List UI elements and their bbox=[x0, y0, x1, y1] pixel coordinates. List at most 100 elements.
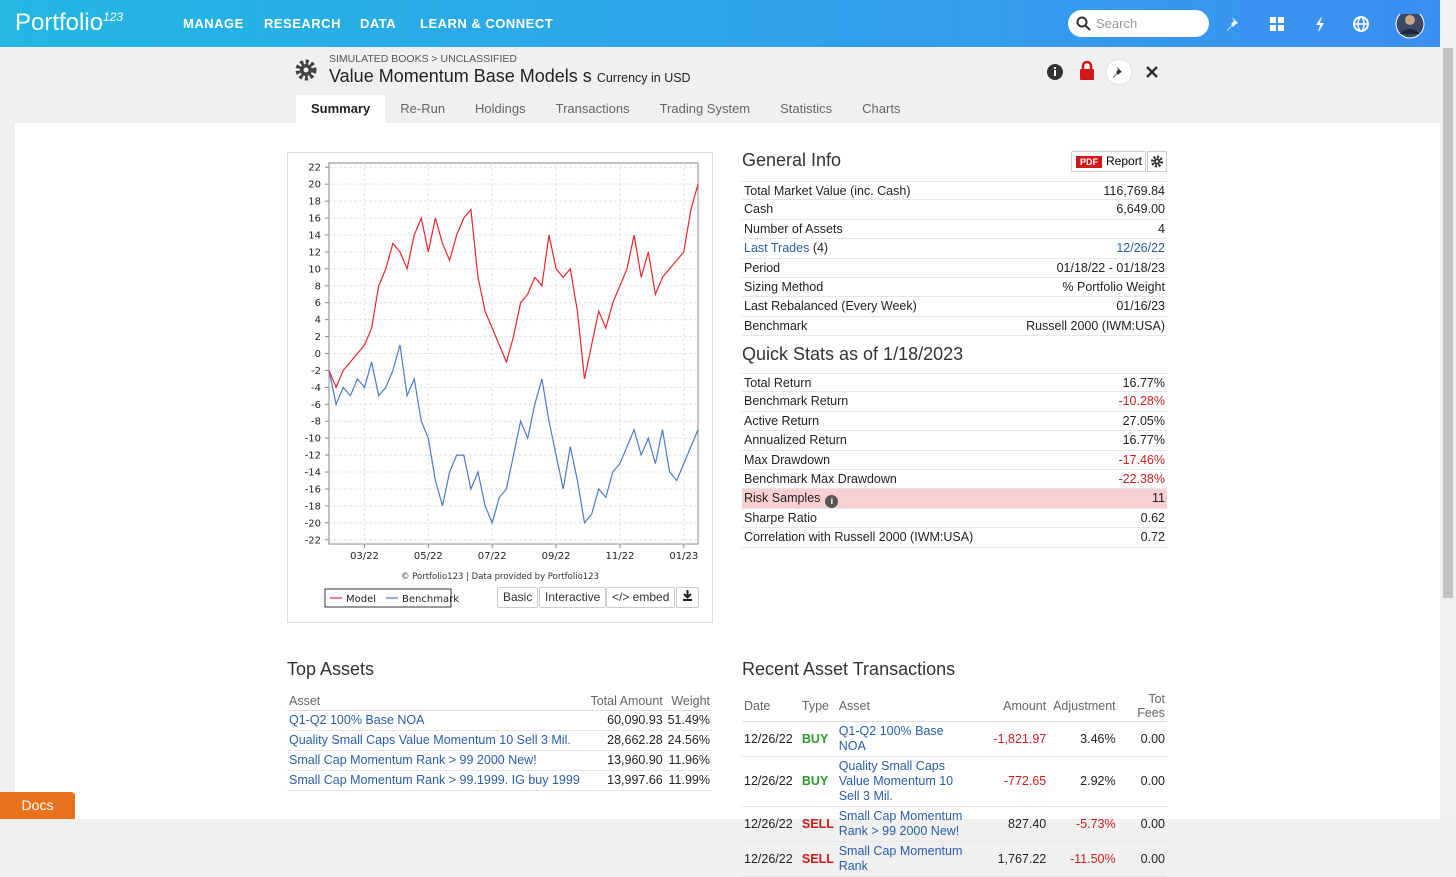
tab[interactable]: Transactions bbox=[555, 101, 630, 116]
apps-icon[interactable] bbox=[1270, 17, 1276, 23]
column-header: Total Amount bbox=[587, 691, 665, 711]
date: 12/26/22 bbox=[742, 721, 800, 757]
value: 27.05% bbox=[1122, 413, 1165, 428]
transactions-table: Date Type Asset Amount Adjustment Tot Fees 12/… bbox=[742, 691, 1167, 877]
asset-row: Small Cap Momentum Rank > 99 2000 New! 13… bbox=[287, 750, 712, 771]
top-icons bbox=[1227, 14, 1425, 39]
search-placeholder: Search bbox=[1096, 16, 1138, 31]
value[interactable]: 12/26/22 bbox=[1116, 241, 1165, 256]
download-button[interactable] bbox=[676, 587, 699, 608]
tab[interactable]: Holdings bbox=[475, 101, 526, 116]
asset-row: Q1-Q2 100% Base NOA 60,090.93 51.49% bbox=[287, 710, 712, 731]
asset-link[interactable]: Small Cap Momentum Rank > 99 2000 New! bbox=[287, 750, 588, 771]
y-tick-label: -6 bbox=[311, 400, 321, 411]
page-title: Value Momentum Base Models s Currency in… bbox=[329, 66, 691, 87]
pin-icon[interactable] bbox=[1227, 17, 1238, 31]
label[interactable]: Last Trades bbox=[744, 241, 810, 256]
row: Max Drawdown -17.46% bbox=[742, 451, 1167, 470]
fees: 0.00 bbox=[1117, 806, 1167, 842]
tab[interactable]: Statistics bbox=[780, 101, 833, 116]
nav-item[interactable]: MANAGE bbox=[183, 16, 244, 31]
type: SELL bbox=[799, 806, 837, 842]
row-label: Last Rebalanced (Every Week) bbox=[744, 297, 917, 315]
x-tick-label: 11/22 bbox=[606, 551, 635, 562]
value: -22.38% bbox=[1118, 471, 1165, 486]
value: 16.77% bbox=[1122, 376, 1165, 390]
row-label: Annualized Return bbox=[744, 431, 847, 449]
y-tick-label: 10 bbox=[308, 264, 321, 275]
docs-button[interactable]: Docs bbox=[0, 792, 75, 819]
chart: 2220181614121086420-2-4-6-8-10-12-14-16-… bbox=[305, 162, 699, 608]
row: Cash 6,649.00 bbox=[742, 200, 1167, 220]
column-header: Asset bbox=[836, 691, 976, 722]
label: Number of Assets bbox=[744, 221, 843, 236]
tab[interactable]: Summary bbox=[296, 95, 386, 123]
value: 0.72 bbox=[1140, 530, 1165, 545]
type: SELL bbox=[799, 841, 837, 877]
close-icon[interactable] bbox=[1146, 66, 1158, 78]
chart-button[interactable]: </> embed bbox=[606, 587, 676, 608]
cell: 11.96% bbox=[664, 750, 712, 771]
asset-link[interactable]: Small Cap Momentum Rank bbox=[836, 841, 976, 877]
logo-mark[interactable]: 123 bbox=[103, 10, 124, 24]
y-tick-label: -4 bbox=[311, 383, 321, 394]
row: Risk Samples i 11 bbox=[742, 489, 1167, 509]
series-line bbox=[328, 344, 699, 525]
column-header: Adjustment bbox=[1048, 691, 1118, 722]
asset-link[interactable]: Quality Small Caps Value Momentum 10 Sel… bbox=[836, 756, 976, 807]
chart-button[interactable]: Basic bbox=[497, 587, 539, 608]
settings-icon[interactable] bbox=[293, 57, 319, 83]
asset-link[interactable]: Quality Small Caps Value Momentum 10 Sel… bbox=[287, 730, 588, 751]
y-tick-label: 22 bbox=[308, 163, 321, 174]
value: 01/16/23 bbox=[1116, 299, 1165, 314]
value: -17.46% bbox=[1118, 452, 1165, 467]
tab[interactable]: Charts bbox=[862, 101, 901, 116]
cell: 13,997.66 bbox=[587, 770, 665, 791]
value: 01/18/22 - 01/18/23 bbox=[1056, 260, 1165, 275]
label: Period bbox=[744, 260, 781, 275]
value: 16.77% bbox=[1122, 433, 1165, 448]
pdf-badge: PDF bbox=[1076, 156, 1102, 168]
tab[interactable]: Trading System bbox=[659, 101, 751, 116]
type: BUY bbox=[799, 721, 837, 757]
nav-item[interactable]: DATA bbox=[360, 16, 397, 31]
asset-link[interactable]: Q1-Q2 100% Base NOA bbox=[287, 710, 588, 731]
x-tick-label: 01/23 bbox=[669, 551, 698, 562]
cell: 28,662.28 bbox=[587, 730, 665, 751]
info-icon[interactable]: i bbox=[825, 495, 839, 509]
currency: Currency in USD bbox=[596, 71, 691, 85]
transaction-row: 12/26/22 BUY Q1-Q2 100% Base NOA -1,821.97 3… bbox=[742, 721, 1167, 757]
header-icons bbox=[1047, 58, 1158, 86]
report-button[interactable]: PDF Report bbox=[1071, 151, 1146, 172]
breadcrumb[interactable]: SIMULATED BOOKS > UNCLASSIFIED bbox=[329, 53, 517, 65]
y-tick-label: -12 bbox=[305, 451, 321, 462]
cell: 24.56% bbox=[664, 730, 712, 751]
cell: 11.99% bbox=[664, 770, 712, 791]
bolt-icon[interactable] bbox=[1316, 16, 1324, 33]
fees: 0.00 bbox=[1117, 721, 1167, 757]
tab[interactable]: Re-Run bbox=[400, 101, 446, 116]
lock-icon[interactable] bbox=[1080, 69, 1094, 80]
nav-item[interactable]: RESEARCH bbox=[264, 16, 341, 31]
search-box[interactable]: Search bbox=[1068, 10, 1209, 37]
asset-link[interactable]: Q1-Q2 100% Base NOA bbox=[836, 721, 976, 757]
logo[interactable]: Portfolio123 bbox=[15, 9, 123, 37]
x-tick-label: 09/22 bbox=[542, 551, 571, 562]
value: 116,769.84 bbox=[1103, 184, 1165, 198]
chart-button[interactable]: Interactive bbox=[539, 587, 607, 608]
top-assets-title: Top Assets bbox=[287, 659, 375, 679]
column-header: Type bbox=[799, 691, 837, 722]
report-settings[interactable] bbox=[1147, 151, 1167, 172]
transaction-row: 12/26/22 BUY Quality Small Caps Value Mome… bbox=[742, 756, 1167, 807]
logo-text[interactable]: Portfolio bbox=[15, 9, 104, 36]
main-panel bbox=[15, 123, 1440, 819]
y-tick-label: 16 bbox=[308, 214, 321, 225]
asset-link[interactable]: Small Cap Momentum Rank > 99.1999. IG bu… bbox=[287, 770, 588, 791]
value: Russell 2000 (IWM:USA) bbox=[1026, 318, 1165, 333]
nav-item[interactable]: LEARN & CONNECT bbox=[420, 16, 554, 31]
scrollbar[interactable] bbox=[1440, 0, 1456, 819]
amount: -1,821.97 bbox=[975, 721, 1049, 757]
asset-link[interactable]: Small Cap Momentum Rank > 99 2000 New! bbox=[836, 806, 976, 842]
legend-label: Benchmark bbox=[402, 594, 459, 605]
